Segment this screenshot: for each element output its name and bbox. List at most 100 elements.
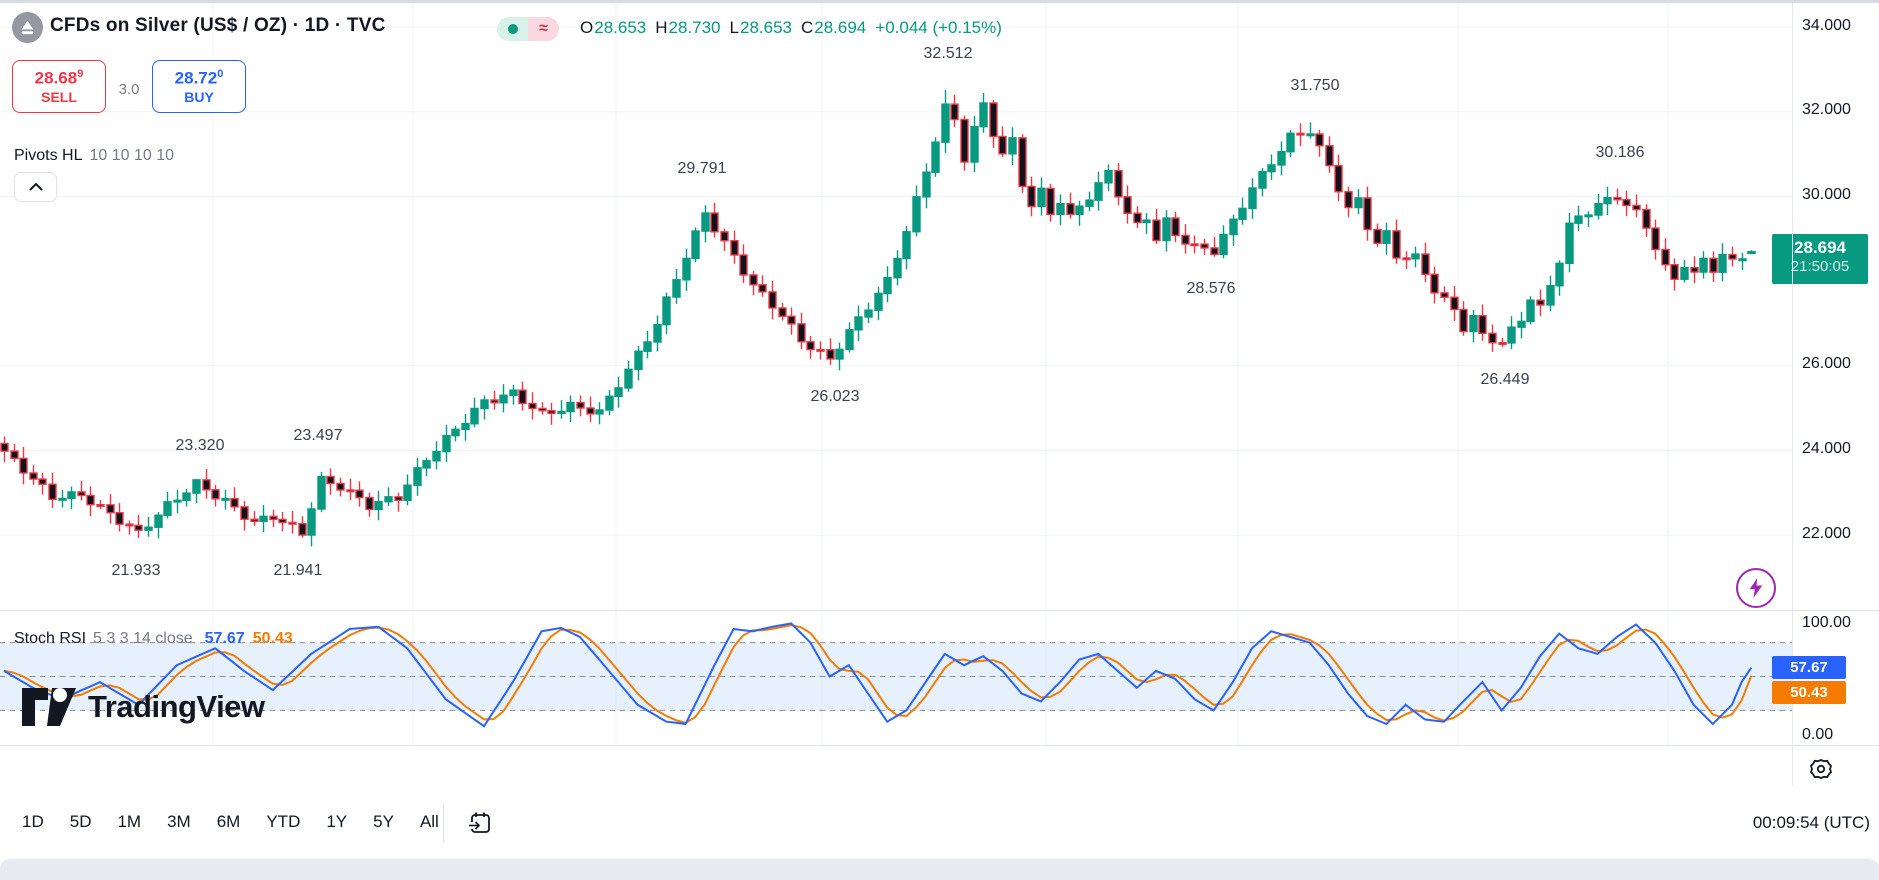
candle[interactable]: [758, 284, 767, 293]
candle[interactable]: [605, 395, 614, 411]
candle[interactable]: [298, 522, 307, 536]
candle[interactable]: [432, 450, 441, 462]
candle[interactable]: [1046, 187, 1055, 216]
utc-clock[interactable]: 00:09:54 (UTC): [1752, 813, 1870, 832]
market-open-badge[interactable]: [497, 17, 528, 41]
candle[interactable]: [1200, 243, 1209, 249]
symbol-logo[interactable]: [12, 12, 43, 43]
pivots-indicator-legend[interactable]: Pivots HL 10 10 10 10: [14, 147, 174, 165]
candlestick-chart[interactable]: [0, 0, 1879, 612]
candle[interactable]: [192, 479, 201, 494]
candle[interactable]: [970, 125, 979, 163]
candle[interactable]: [1402, 257, 1411, 261]
range-button-3m[interactable]: 3M: [167, 812, 191, 831]
candle[interactable]: [634, 350, 643, 371]
candle[interactable]: [1248, 187, 1257, 210]
candle[interactable]: [1363, 197, 1372, 231]
candle[interactable]: [1267, 164, 1276, 173]
candle[interactable]: [1104, 169, 1113, 184]
candle[interactable]: [643, 341, 652, 352]
candle[interactable]: [403, 484, 412, 501]
candle[interactable]: [269, 515, 278, 521]
candle[interactable]: [816, 348, 825, 352]
candle[interactable]: [470, 407, 479, 425]
candle[interactable]: [662, 296, 671, 326]
candle[interactable]: [144, 526, 153, 531]
delayed-data-badge[interactable]: ≈: [528, 17, 559, 41]
quick-order-button[interactable]: [1736, 568, 1776, 608]
candle[interactable]: [1315, 133, 1324, 147]
candle[interactable]: [1210, 247, 1219, 256]
candle[interactable]: [1709, 257, 1718, 273]
candle[interactable]: [797, 323, 806, 343]
candle[interactable]: [29, 472, 38, 480]
candle[interactable]: [278, 518, 287, 524]
candle[interactable]: [1459, 308, 1468, 333]
candle[interactable]: [998, 135, 1007, 155]
candle[interactable]: [1747, 251, 1756, 255]
candle[interactable]: [374, 501, 383, 511]
candle[interactable]: [1286, 132, 1295, 153]
candle[interactable]: [490, 399, 499, 404]
candle[interactable]: [1613, 197, 1622, 201]
candle[interactable]: [317, 475, 326, 510]
candle[interactable]: [1296, 132, 1305, 136]
candle[interactable]: [1027, 185, 1036, 208]
buy-button[interactable]: 28.720 BUY: [152, 60, 246, 113]
candle[interactable]: [115, 511, 124, 525]
candle[interactable]: [710, 212, 719, 233]
candle[interactable]: [480, 399, 489, 410]
candle[interactable]: [614, 387, 623, 398]
candle[interactable]: [576, 401, 585, 409]
candle[interactable]: [1661, 248, 1670, 266]
candle[interactable]: [1066, 202, 1075, 216]
candle[interactable]: [1373, 228, 1382, 244]
candle[interactable]: [701, 212, 710, 232]
go-to-date-button[interactable]: [458, 803, 502, 843]
candle[interactable]: [509, 389, 518, 396]
candle[interactable]: [1430, 273, 1439, 294]
time-axis[interactable]: FebMarAprMayJunJulAugSep: [0, 745, 1792, 786]
candle[interactable]: [1392, 230, 1401, 259]
candle[interactable]: [326, 475, 335, 485]
candle[interactable]: [346, 489, 355, 493]
candle[interactable]: [1536, 299, 1545, 306]
candle[interactable]: [96, 503, 105, 507]
candle[interactable]: [240, 506, 249, 520]
candle[interactable]: [547, 410, 556, 415]
candle[interactable]: [624, 368, 633, 389]
candle[interactable]: [1306, 133, 1315, 137]
candle[interactable]: [1056, 202, 1065, 216]
candle[interactable]: [394, 496, 403, 501]
candle[interactable]: [566, 401, 575, 413]
candle[interactable]: [230, 497, 239, 508]
candle[interactable]: [1162, 217, 1171, 242]
candle[interactable]: [1114, 169, 1123, 198]
candle[interactable]: [720, 231, 729, 242]
candle[interactable]: [893, 257, 902, 279]
candle[interactable]: [586, 407, 595, 415]
candle[interactable]: [259, 515, 268, 523]
candle[interactable]: [1219, 233, 1228, 256]
candle[interactable]: [950, 103, 959, 121]
candle[interactable]: [1498, 342, 1507, 346]
candle[interactable]: [1123, 196, 1132, 214]
candle[interactable]: [58, 497, 67, 501]
candle[interactable]: [1181, 234, 1190, 245]
candle[interactable]: [528, 402, 537, 410]
candle[interactable]: [288, 521, 297, 525]
candle[interactable]: [787, 315, 796, 325]
candle[interactable]: [422, 460, 431, 469]
candle[interactable]: [10, 450, 19, 460]
candle[interactable]: [307, 508, 316, 536]
pane-divider[interactable]: [0, 610, 1879, 611]
candle[interactable]: [1594, 202, 1603, 216]
candle[interactable]: [1325, 145, 1334, 167]
candle[interactable]: [499, 394, 508, 404]
candle[interactable]: [1171, 217, 1180, 237]
candle[interactable]: [557, 410, 566, 415]
candle[interactable]: [979, 102, 988, 128]
candle[interactable]: [1411, 253, 1420, 260]
candle[interactable]: [826, 349, 835, 360]
candle[interactable]: [1229, 218, 1238, 236]
